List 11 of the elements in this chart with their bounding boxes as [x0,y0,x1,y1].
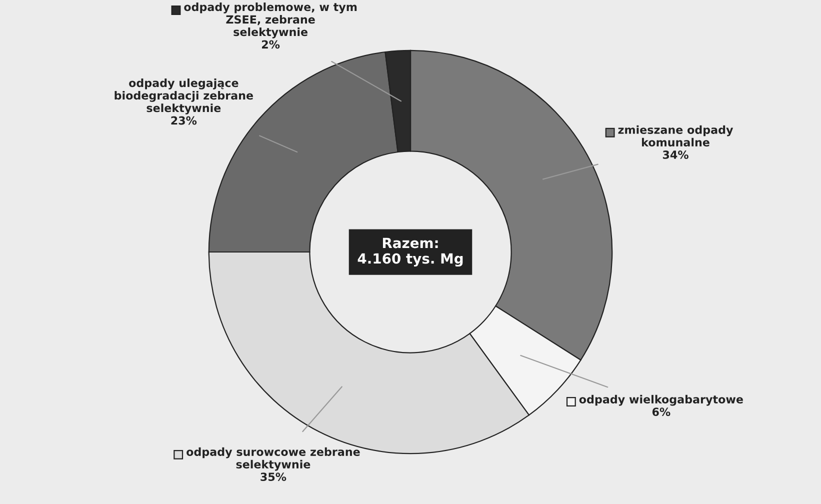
legend-label: odpady wielkogabarytowe [579,394,743,406]
legend-label: odpady surowcowe zebrane selektywnie [186,447,360,471]
slice-label: odpady ulegające biodegradacji zebrane selektywnie [114,78,253,114]
text: Razem: 4.160 tys. Mg [358,238,463,267]
data-label: 35% [260,472,286,482]
legend-label: zmieszane odpady komunalne [618,125,734,146]
legend-label: odpady problemowe, w tym ZSEE, zebrane selektywnie [184,2,357,38]
data-label: 2% [262,40,280,49]
data-label: 23% [171,116,197,125]
data-label: 34% [662,150,688,159]
data-label: 6% [652,408,670,416]
